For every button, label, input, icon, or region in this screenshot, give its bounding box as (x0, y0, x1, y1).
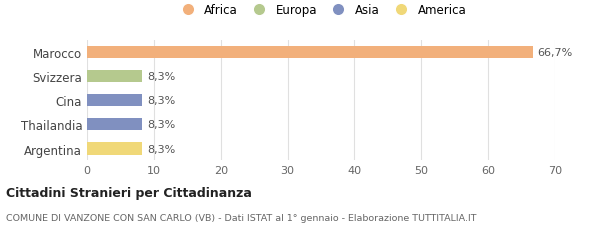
Text: Cittadini Stranieri per Cittadinanza: Cittadini Stranieri per Cittadinanza (6, 186, 252, 199)
Legend: Africa, Europa, Asia, America: Africa, Europa, Asia, America (173, 2, 469, 19)
Text: 8,3%: 8,3% (147, 72, 175, 82)
Bar (87, 143, 142, 155)
Text: 8,3%: 8,3% (147, 120, 175, 130)
Text: 8,3%: 8,3% (147, 96, 175, 106)
Bar (87, 95, 142, 107)
Bar (87, 119, 142, 131)
Bar (87, 71, 142, 83)
Bar (87, 47, 533, 59)
Text: 8,3%: 8,3% (147, 144, 175, 154)
Text: 66,7%: 66,7% (538, 48, 573, 58)
Text: COMUNE DI VANZONE CON SAN CARLO (VB) - Dati ISTAT al 1° gennaio - Elaborazione T: COMUNE DI VANZONE CON SAN CARLO (VB) - D… (6, 213, 476, 222)
